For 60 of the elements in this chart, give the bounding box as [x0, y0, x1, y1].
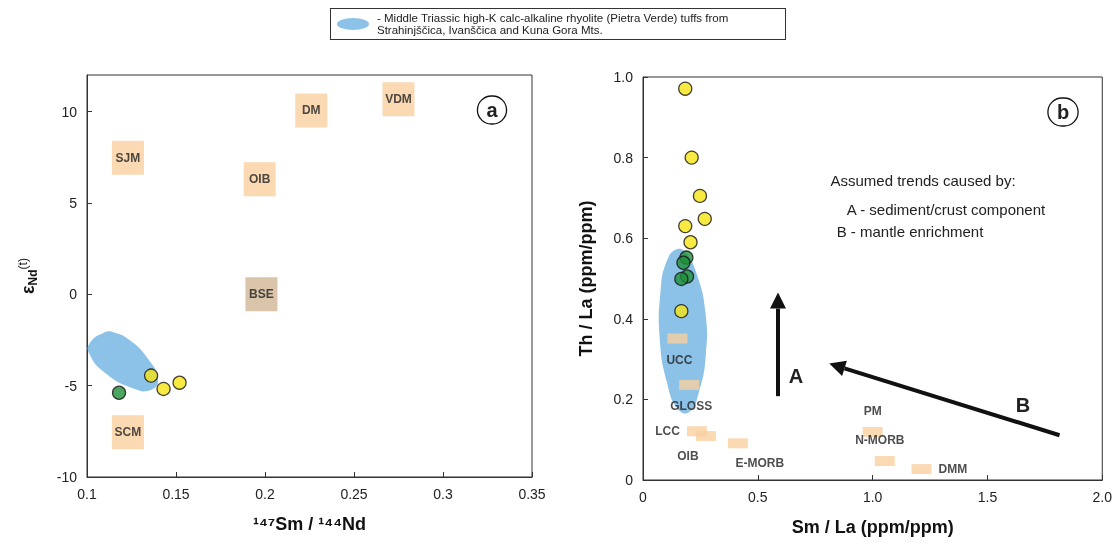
data-label: DM [301, 103, 321, 118]
y-tick-label: 0.8 [613, 149, 634, 166]
data-label: SCM [114, 425, 142, 440]
annotation: b [1056, 101, 1070, 123]
x-axis-title: ¹⁴⁷Sm / ¹⁴⁴Nd [252, 514, 367, 534]
data-label: LCC [655, 424, 681, 439]
annotation: a [486, 99, 499, 121]
point [143, 368, 159, 383]
point [674, 304, 689, 319]
x-tick-label: 0.2 [255, 486, 275, 502]
y-tick-label: 10 [61, 103, 78, 120]
x-tick-label: 0.25 [340, 486, 368, 502]
x-tick-label: 1.0 [862, 489, 883, 505]
y-tick-label: -10 [56, 469, 78, 485]
data-label: N-MORB [855, 433, 905, 448]
annotation: Assumed trends caused by: [830, 171, 1016, 189]
data-label: PM [863, 404, 882, 419]
x-tick-label: 0.35 [518, 486, 546, 502]
point [678, 218, 693, 234]
point [678, 81, 693, 96]
annotation: A [788, 365, 804, 387]
legend-label: - Middle Triassic high-K calc-alkaline rhyolite (Pietra Verde) tuffs from Strahinjščica, Ivanščica and Kuna Gora Mts. [377, 12, 730, 36]
point [676, 255, 691, 270]
data-label: DMM [938, 462, 968, 477]
x-tick-label: 0.15 [162, 486, 190, 502]
point [683, 235, 698, 250]
data-label: OIB [248, 172, 271, 187]
y-tick-label: 0.6 [613, 230, 634, 247]
y-tick-label: -5 [64, 377, 78, 394]
data-label: VDM [385, 92, 412, 107]
annotation: A - sediment/crust component [846, 200, 1047, 218]
annotation: B - mantle enrichment [836, 222, 985, 240]
x-tick-label: 0.1 [77, 486, 97, 502]
point [697, 211, 712, 226]
x-tick-label: 0.5 [748, 489, 768, 505]
point [111, 385, 127, 400]
y-tick-label: 0 [69, 286, 78, 303]
point [172, 375, 187, 390]
point [684, 150, 699, 165]
y-axis-title: Th / La (ppm/ppm) [576, 200, 596, 357]
point [692, 188, 708, 204]
x-tick-label: 2.0 [1092, 489, 1113, 505]
y-tick-label: 0.2 [613, 391, 634, 408]
data-label: SJM [115, 150, 141, 165]
x-tick-label: 1.5 [977, 489, 998, 505]
point [674, 271, 689, 287]
point [156, 381, 171, 397]
y-tick-label: 0 [625, 472, 634, 488]
x-tick-label: 0 [639, 489, 648, 505]
x-tick-label: 0.3 [433, 486, 453, 502]
annotation: B [1015, 394, 1031, 416]
data-label: UCC [666, 352, 693, 367]
x-axis-title: Sm / La (ppm/ppm) [791, 517, 954, 537]
y-tick-label: 0.4 [613, 310, 634, 327]
data-label: OIB [677, 449, 699, 464]
y-axis-title: εNd(t) [16, 258, 40, 294]
data-label: E-MORB [735, 456, 785, 471]
data-label: BSE [249, 287, 274, 302]
y-tick-label: 5 [69, 194, 78, 211]
y-tick-label: 1.0 [613, 69, 634, 85]
